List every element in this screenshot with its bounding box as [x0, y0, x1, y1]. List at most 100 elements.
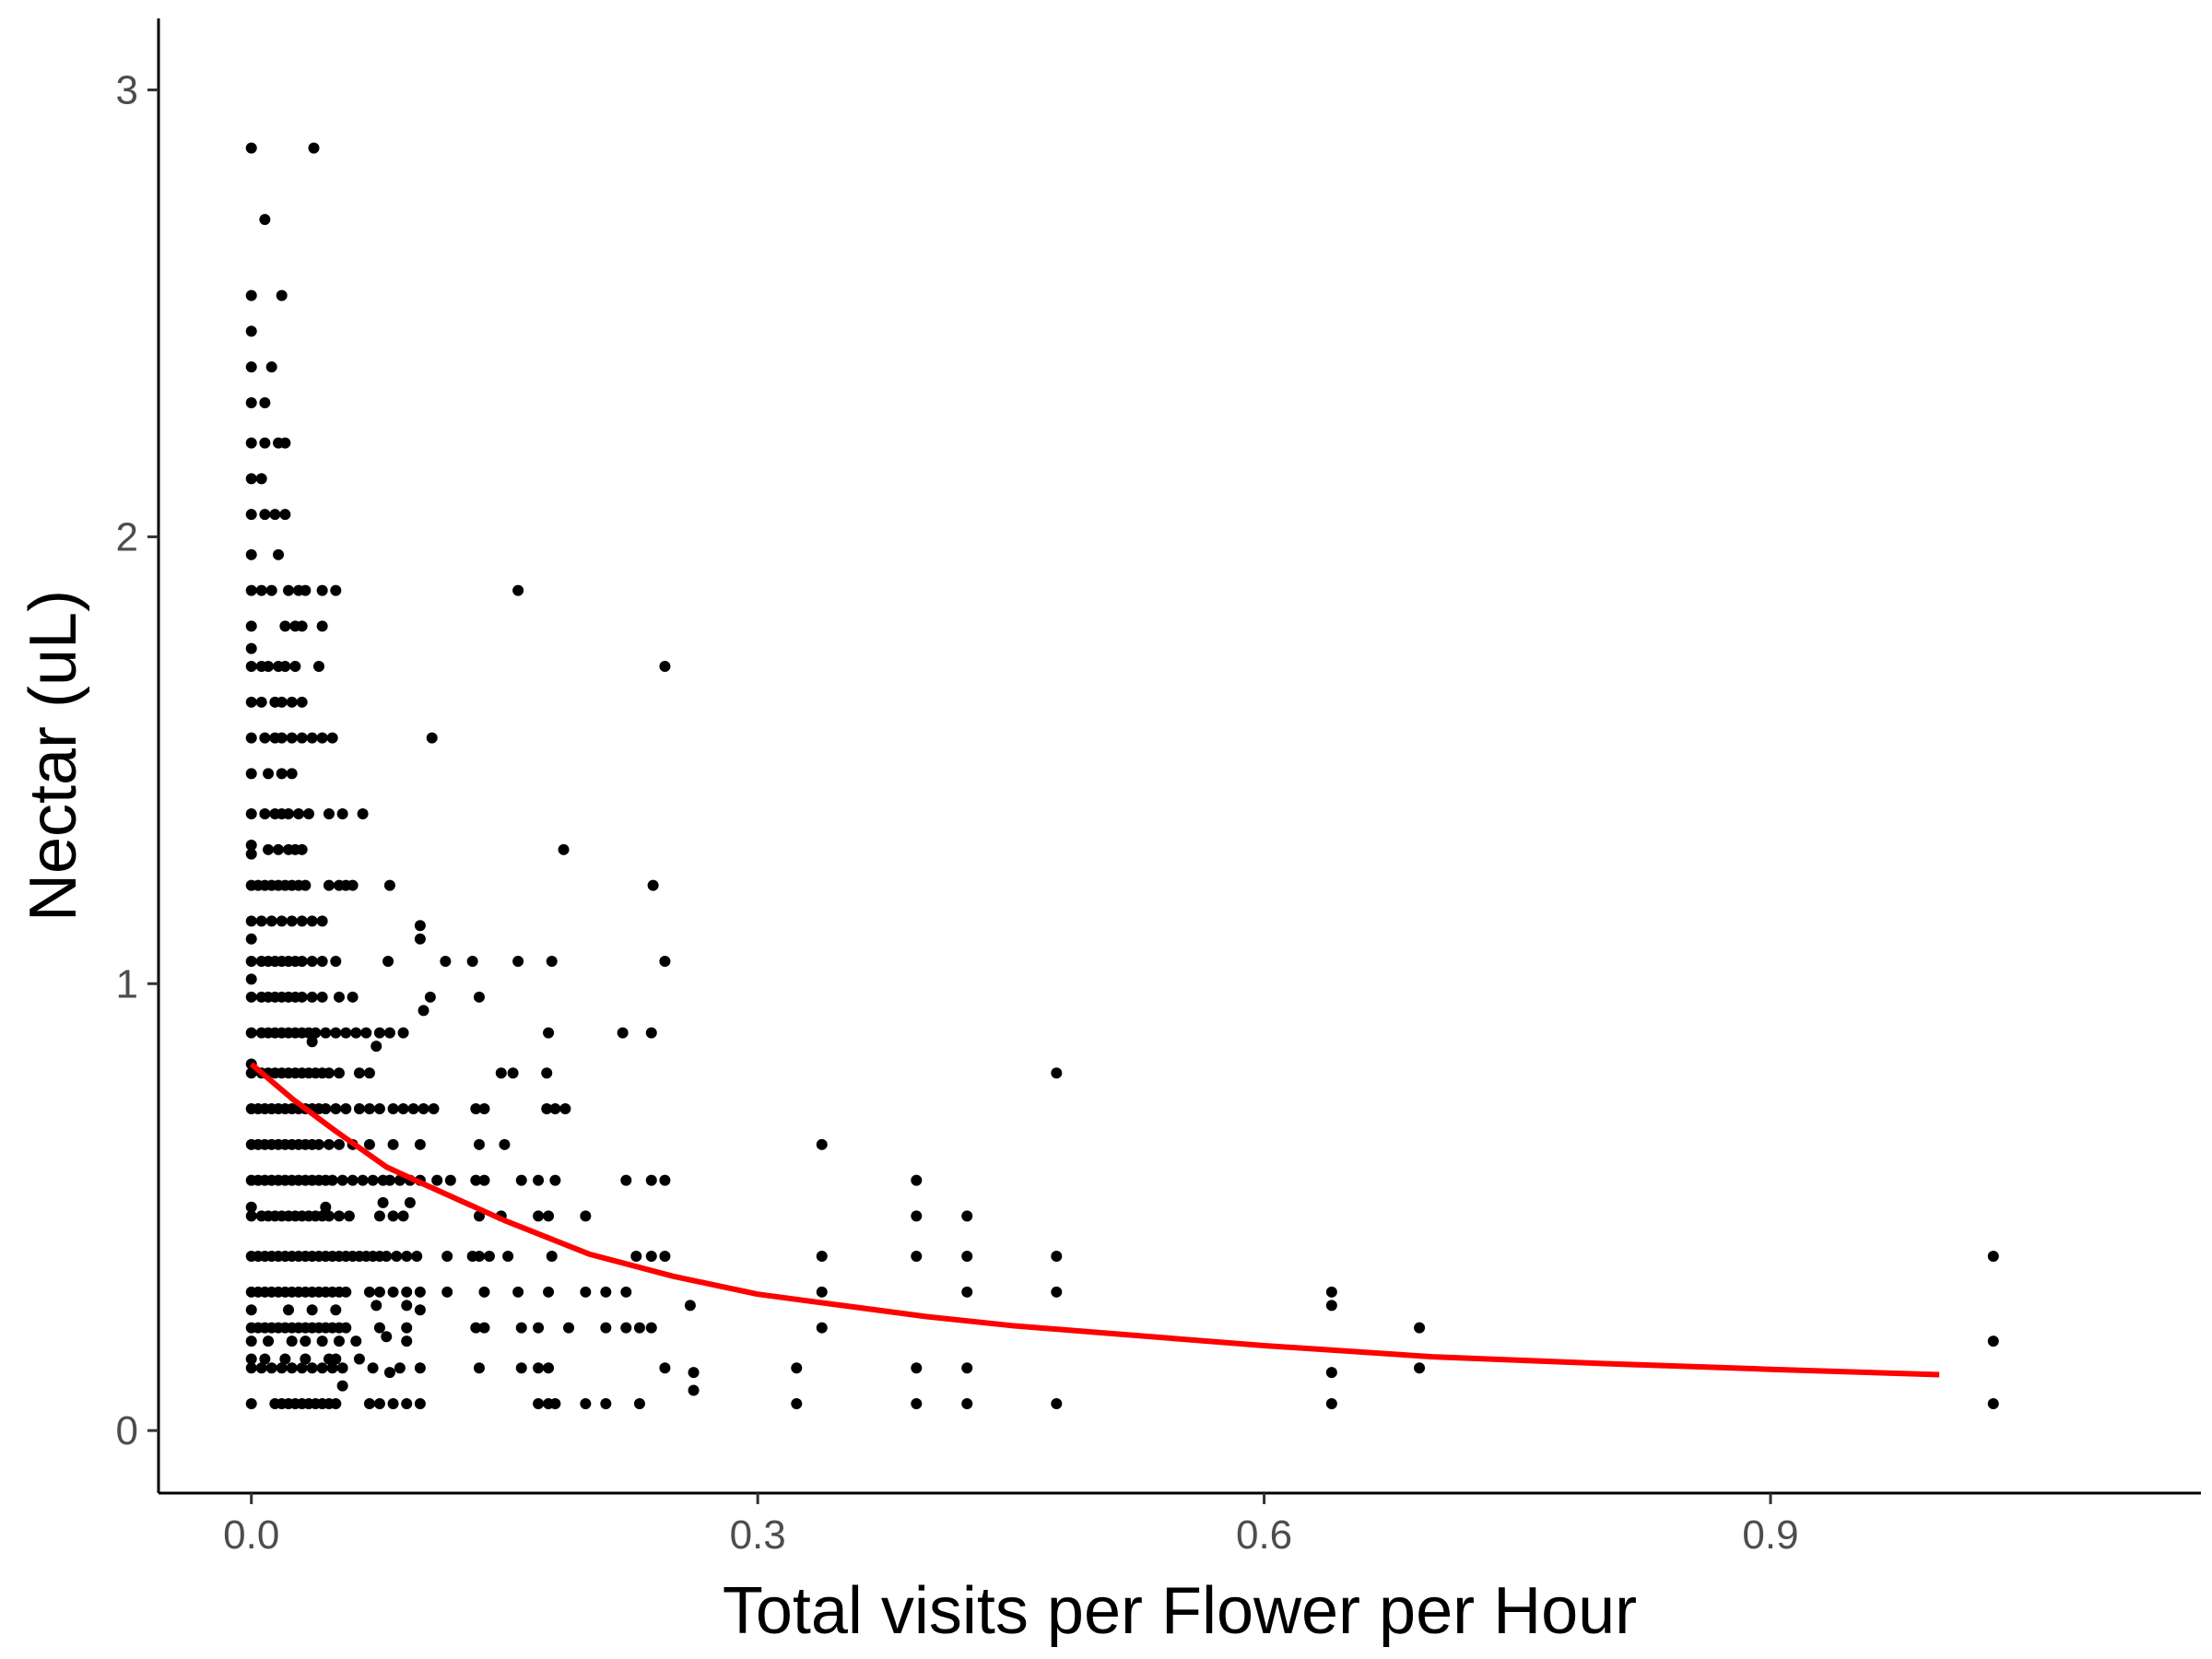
data-point [961, 1251, 973, 1263]
data-point [289, 661, 301, 673]
data-point [336, 1380, 348, 1392]
data-point [363, 1138, 375, 1150]
data-point [347, 1174, 359, 1186]
data-point [306, 1036, 318, 1048]
data-point [600, 1286, 612, 1298]
data-point [1051, 1398, 1063, 1410]
data-point [1051, 1067, 1063, 1079]
data-point [645, 1174, 657, 1186]
data-point [911, 1362, 923, 1374]
data-point [306, 1304, 318, 1316]
data-point [330, 1027, 342, 1039]
data-point [580, 1210, 592, 1222]
data-point [279, 509, 291, 521]
x-tick-label: 0.0 [223, 1512, 279, 1558]
data-point [320, 1103, 332, 1115]
data-point [414, 920, 426, 932]
data-point [312, 1138, 324, 1150]
data-point [1325, 1286, 1337, 1298]
data-point [791, 1362, 803, 1374]
data-point [391, 1251, 403, 1263]
data-point [1987, 1398, 1999, 1410]
data-point [512, 584, 524, 596]
data-point [293, 808, 305, 820]
data-point [296, 915, 308, 927]
data-point [371, 1041, 382, 1053]
data-point [306, 1362, 318, 1374]
data-point [330, 1398, 342, 1410]
data-point [418, 1103, 429, 1115]
data-point [645, 1027, 657, 1039]
data-point [283, 584, 295, 596]
data-point [546, 956, 558, 968]
data-point [330, 1304, 342, 1316]
data-point [515, 1362, 527, 1374]
data-point [387, 1398, 399, 1410]
data-point [259, 808, 271, 820]
data-point [559, 1103, 571, 1115]
data-point [245, 1353, 257, 1365]
data-point [1051, 1286, 1063, 1298]
data-point [600, 1398, 612, 1410]
data-point [401, 1322, 413, 1334]
data-point [265, 584, 277, 596]
data-point [286, 732, 298, 744]
data-point [245, 289, 257, 301]
data-point [279, 620, 291, 632]
data-point [387, 1286, 399, 1298]
y-tick-label: 2 [116, 514, 138, 559]
data-point [245, 1210, 257, 1222]
data-point [659, 1362, 671, 1374]
x-tick-label: 0.9 [1742, 1512, 1798, 1558]
data-point [323, 1210, 335, 1222]
data-point [373, 1398, 385, 1410]
data-point [620, 1286, 632, 1298]
data-point [255, 473, 267, 485]
data-point [312, 661, 324, 673]
data-point [276, 289, 288, 301]
data-point [316, 1335, 328, 1347]
data-point [279, 1353, 291, 1365]
data-point [478, 1103, 490, 1115]
data-point [543, 1286, 555, 1298]
data-point [580, 1398, 592, 1410]
data-point [816, 1286, 828, 1298]
data-point [310, 1027, 322, 1039]
data-point [473, 1362, 485, 1374]
data-point [543, 1027, 555, 1039]
data-point [911, 1210, 923, 1222]
data-point [418, 1005, 429, 1017]
data-point [245, 839, 257, 851]
data-point [394, 1362, 406, 1374]
data-point [466, 956, 478, 968]
data-point [414, 1286, 426, 1298]
data-point [245, 848, 257, 860]
data-point [263, 661, 275, 673]
data-point [259, 396, 271, 408]
y-axis-ticks: 0 1 2 3 [116, 68, 159, 1453]
data-point [373, 1103, 385, 1115]
data-point [296, 1362, 308, 1374]
data-point [397, 1103, 409, 1115]
data-point [1325, 1300, 1337, 1312]
data-point [630, 1251, 642, 1263]
data-point [499, 1138, 511, 1150]
data-point [659, 1174, 671, 1186]
data-point [296, 620, 308, 632]
data-point [245, 915, 257, 927]
data-point [245, 509, 257, 521]
data-point [659, 661, 671, 673]
data-point [363, 1286, 375, 1298]
data-point [394, 1174, 406, 1186]
data-point [276, 1362, 288, 1374]
data-point [441, 1286, 453, 1298]
data-point [255, 915, 267, 927]
data-point [316, 732, 328, 744]
data-point [286, 1362, 298, 1374]
data-point [633, 1322, 645, 1334]
data-point [245, 1201, 257, 1213]
data-point [245, 1335, 257, 1347]
data-point [507, 1067, 519, 1079]
data-point [245, 584, 257, 596]
